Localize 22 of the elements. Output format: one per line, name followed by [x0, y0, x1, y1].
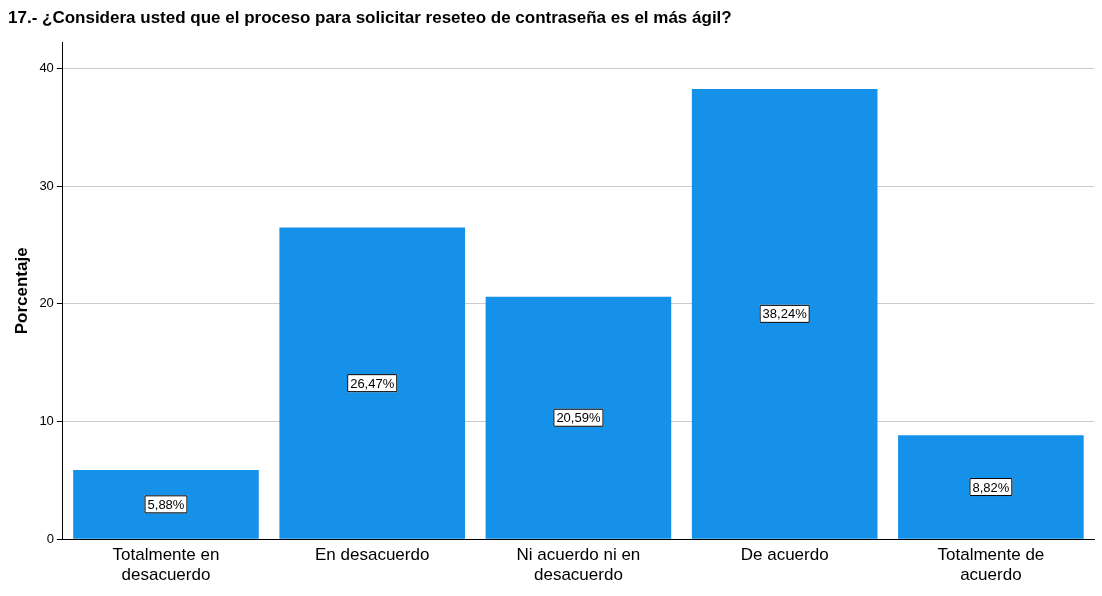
y-axis-title: Porcentaje	[11, 247, 31, 335]
bar	[485, 296, 672, 539]
x-tick-label: Ni acuerdo ni en desacuerdo	[516, 545, 641, 585]
data-label: 8,82%	[972, 479, 1010, 495]
data-label: 20,59%	[556, 410, 601, 426]
data-label: 5,88%	[147, 496, 185, 512]
chart-title: 17.- ¿Considera usted que el proceso para solicitar reseteo de contraseña es el más ágil?	[8, 7, 732, 27]
bar	[73, 469, 259, 539]
bar	[691, 89, 878, 539]
bar	[898, 435, 1084, 539]
y-tick-label: 10	[39, 413, 54, 429]
y-tick-label: 40	[39, 59, 54, 75]
x-tick-label: Totalmente en desacuerdo	[112, 545, 220, 585]
data-label: 38,24%	[762, 306, 808, 322]
data-label: 26,47%	[350, 375, 395, 391]
bar	[279, 227, 466, 539]
y-tick-label: 0	[46, 530, 54, 546]
x-tick-label: Totalmente de acuerdo	[937, 545, 1045, 585]
y-tick-label: 30	[39, 177, 54, 193]
y-tick-label: 20	[39, 295, 54, 311]
x-tick-label: De acuerdo	[740, 545, 829, 565]
x-tick-label: En desacuerdo	[315, 545, 430, 565]
